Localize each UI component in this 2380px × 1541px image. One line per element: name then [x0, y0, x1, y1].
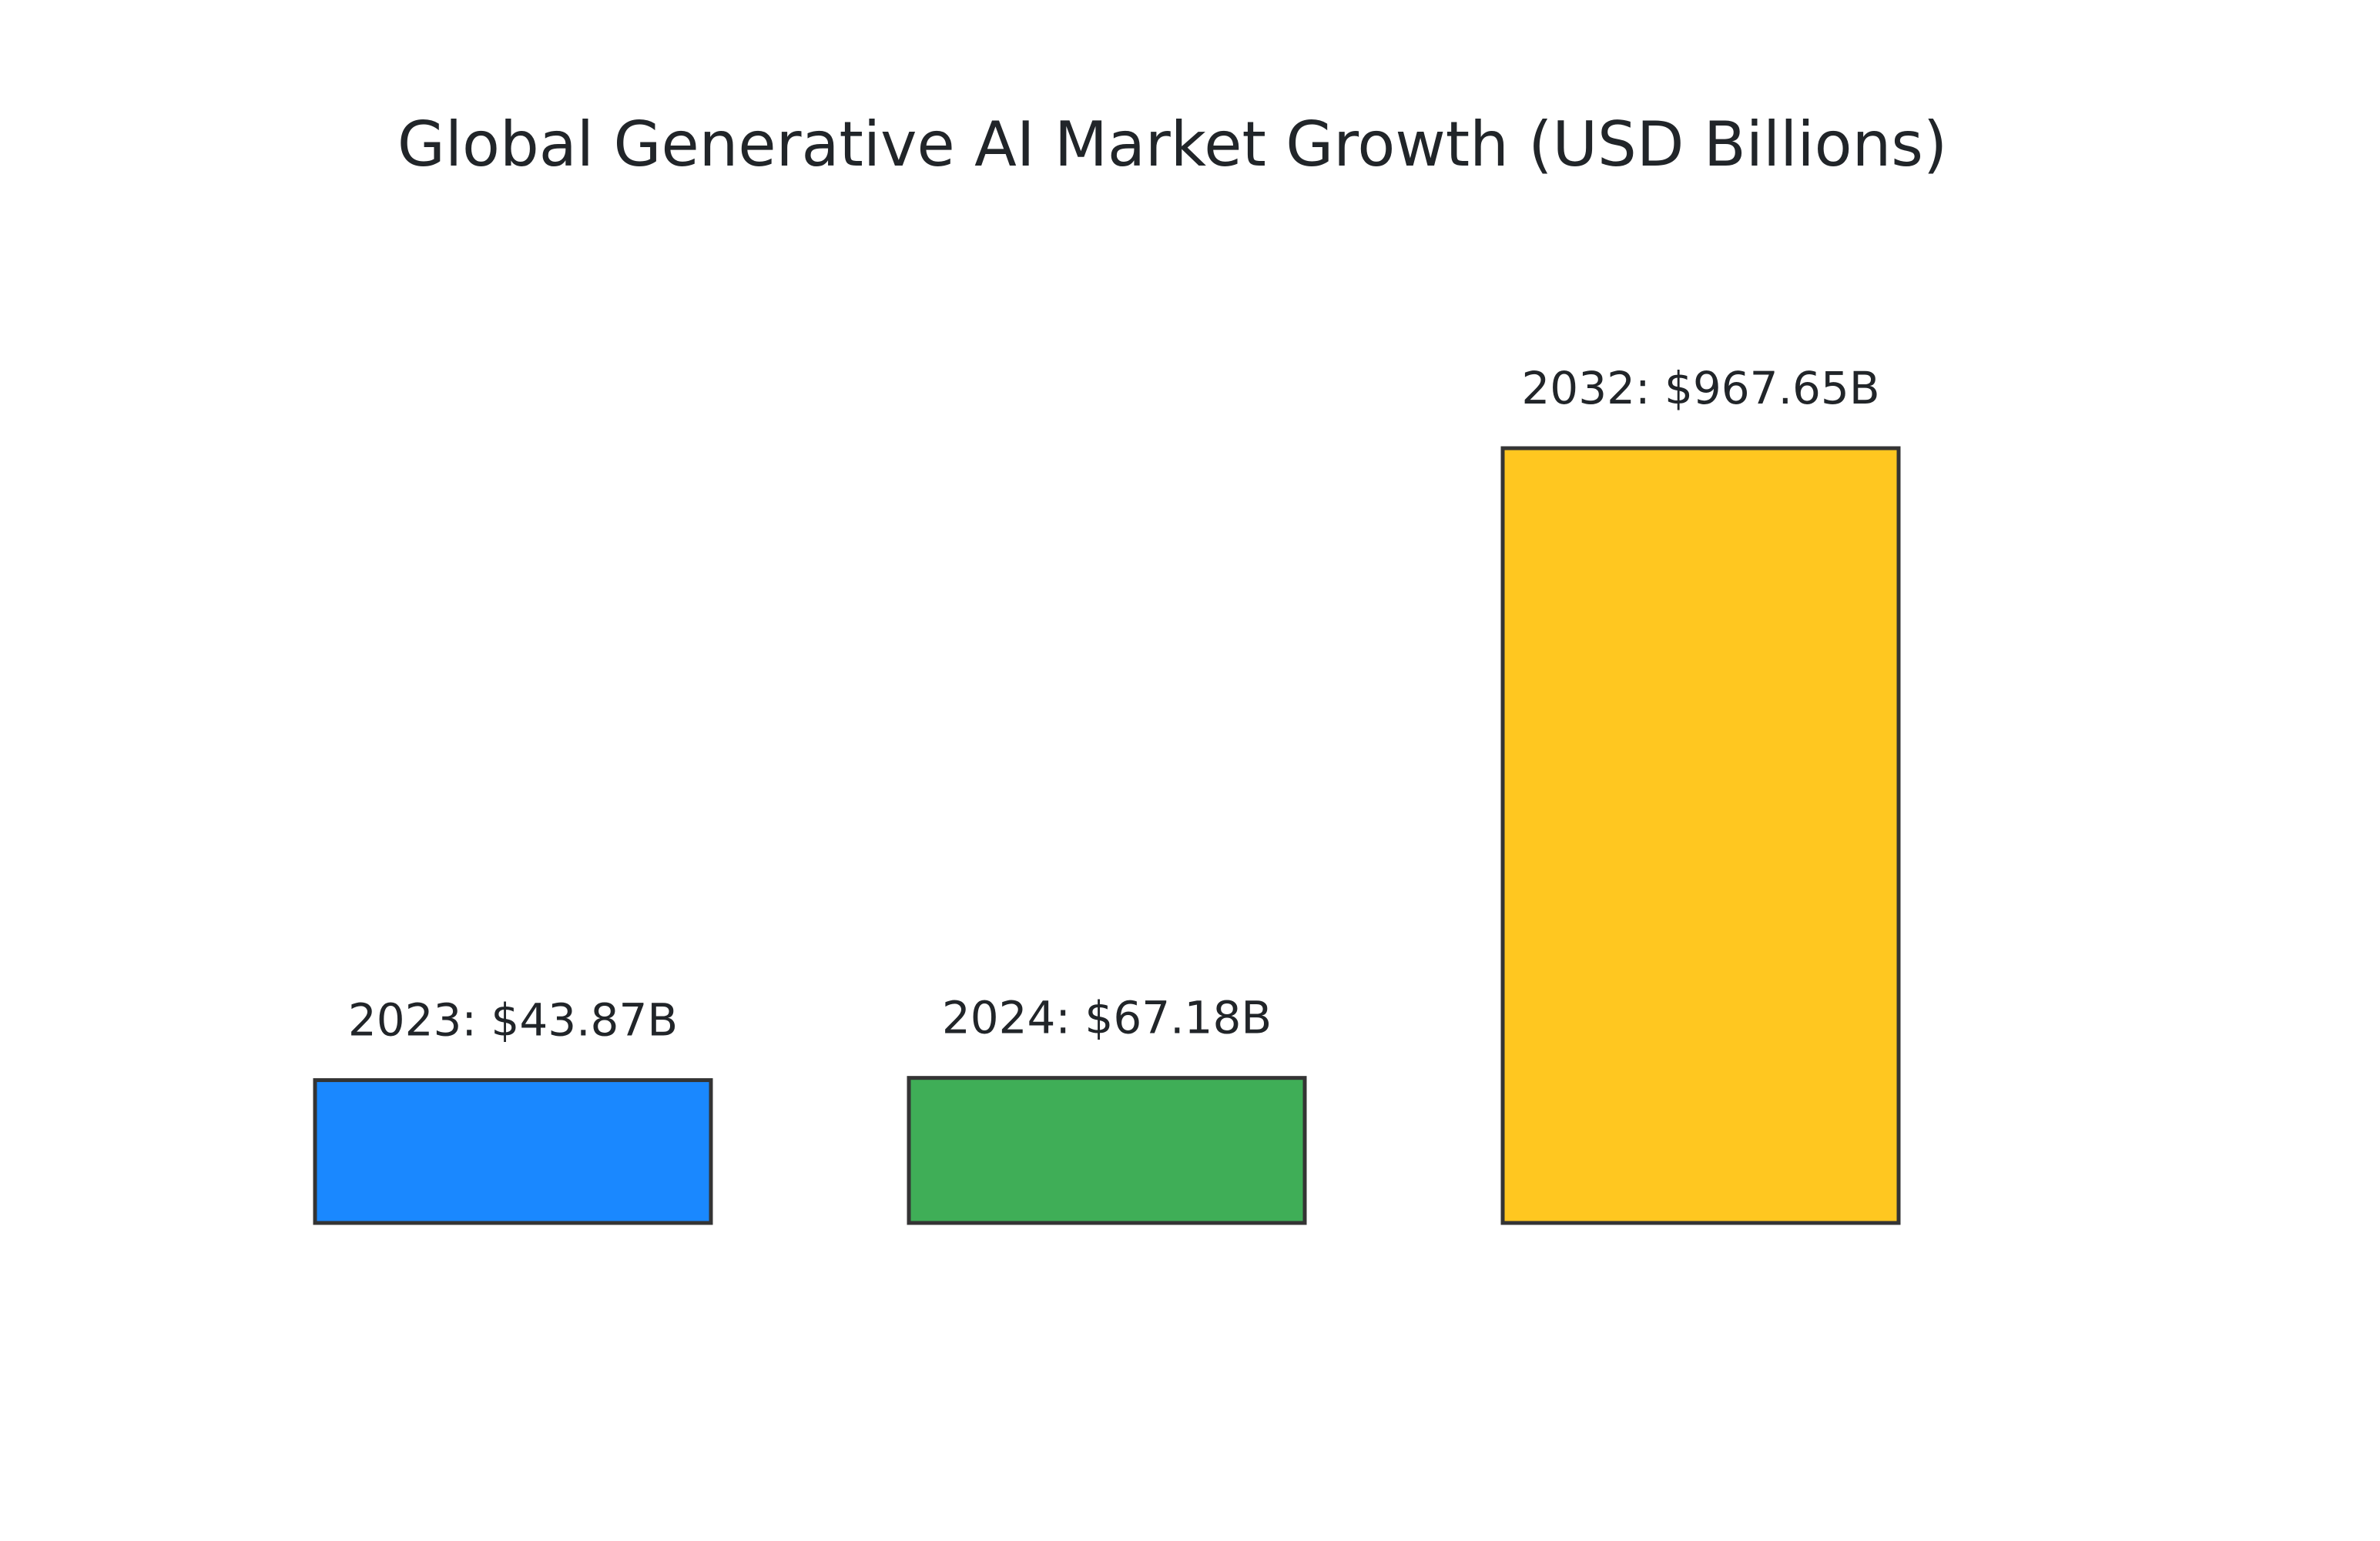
bar-2023 — [313, 1078, 713, 1225]
chart-title: Global Generative AI Market Growth (USD … — [397, 109, 1947, 180]
data-label-2023: 2023: $43.87B — [348, 994, 678, 1047]
data-label-2032: 2032: $967.65B — [1521, 362, 1879, 414]
bars-layer — [313, 446, 1901, 1225]
bar-2032 — [1500, 446, 1901, 1225]
bar-2024 — [907, 1076, 1307, 1225]
data-label-2024: 2024: $67.18B — [942, 992, 1272, 1044]
data-labels-layer: 2023: $43.87B 2024: $67.18B 2032: $967.65B — [348, 362, 1880, 1047]
